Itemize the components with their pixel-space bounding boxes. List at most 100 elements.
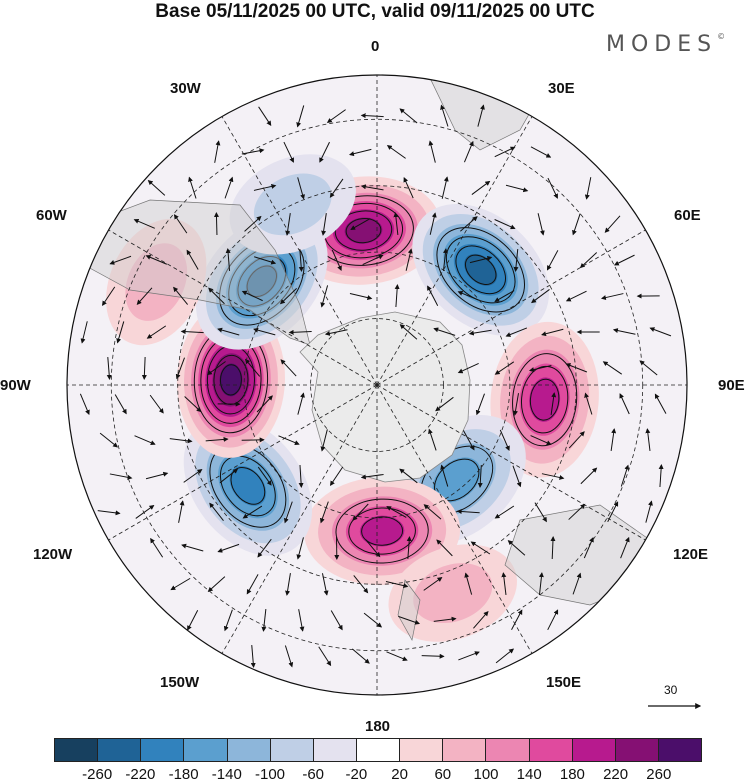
colorbar-swatch [227, 739, 271, 761]
colorbar-swatch [572, 739, 616, 761]
wind-vector [296, 105, 305, 128]
wind-vector [205, 436, 229, 442]
wind-vector [253, 327, 276, 336]
wind-vector [146, 325, 167, 339]
wind-vector [134, 435, 156, 446]
wind-vector [351, 648, 370, 664]
wind-vector [423, 504, 442, 520]
wind-vector [534, 502, 547, 523]
anomaly-contour-line [529, 378, 560, 421]
wind-vector [246, 574, 259, 595]
wind-vector [572, 572, 582, 595]
wind-vector [285, 573, 291, 596]
wind-vector [320, 285, 329, 308]
anomaly-contour-fill [219, 363, 243, 397]
wind-vector [223, 609, 233, 632]
wind-vector [403, 177, 414, 199]
colorbar-tick-label: 220 [603, 766, 629, 783]
lon-label-30w: 30W [170, 80, 201, 97]
colorbar-tick-label: 180 [559, 766, 585, 783]
wind-vector [620, 536, 630, 559]
wind-vector [150, 537, 164, 558]
colorbar-tick-label: -60 [302, 766, 325, 783]
anomaly-contour-fill [245, 264, 278, 298]
colorbar-swatch [615, 739, 659, 761]
wind-vector [530, 435, 552, 446]
wind-vector [513, 393, 520, 416]
wind-vector [241, 290, 263, 302]
wind-vector [242, 505, 263, 519]
anomaly-contour-line [237, 256, 287, 307]
wind-vector [319, 141, 330, 163]
colorbar-tick-label: 20 [391, 766, 408, 783]
wind-vector [619, 393, 630, 415]
wind-vector [612, 328, 636, 335]
wind-vector [458, 651, 480, 661]
wind-vector [442, 248, 448, 271]
colorbar-tick-label: -220 [125, 766, 156, 783]
colorbar-swatch [313, 739, 357, 761]
wind-vector [584, 177, 592, 200]
wind-vector [145, 471, 169, 480]
wind-vector [241, 148, 265, 155]
anomaly-contour-line [335, 498, 429, 564]
wind-vector [326, 109, 346, 123]
wind-vector [565, 363, 588, 373]
wind-vector [254, 256, 277, 265]
wind-vector [471, 180, 491, 195]
wind-vector [349, 148, 372, 157]
wind-vector [463, 140, 474, 163]
wind-vector [406, 536, 412, 560]
wind-vector [462, 430, 475, 451]
wind-vector [213, 212, 219, 236]
wind-vector [470, 541, 491, 555]
wind-vector [331, 249, 342, 271]
wind-vector [136, 287, 153, 305]
wind-vector [349, 293, 373, 301]
reference-vector-label: 30 [664, 683, 678, 697]
wind-vector [285, 213, 291, 236]
colorbar-swatch [529, 739, 573, 761]
wind-vector [399, 468, 418, 484]
colorbar-swatch [658, 739, 702, 761]
wind-vector [135, 504, 155, 519]
wind-vector [253, 184, 277, 191]
wind-vector [173, 214, 188, 234]
graticule [67, 75, 687, 695]
wind-vector [186, 249, 199, 270]
wind-vector [613, 254, 635, 266]
wind-vector [116, 321, 125, 344]
wind-vector [507, 540, 526, 556]
colorbar-swatch [141, 739, 185, 761]
meridian-line [108, 384, 378, 541]
wind-vector [188, 176, 197, 199]
wind-vector [537, 213, 545, 236]
lon-label-30e: 30E [548, 80, 575, 97]
wind-vector [602, 361, 623, 375]
wind-vector [258, 106, 272, 127]
wind-vector [513, 249, 519, 272]
colorbar-tick-label: -180 [168, 766, 199, 783]
wind-vector [610, 428, 617, 451]
wind-vector [170, 577, 191, 591]
wind-vector [329, 466, 344, 486]
wind-vector [147, 179, 166, 196]
wind-vector [284, 645, 294, 668]
wind-vector [352, 503, 369, 521]
meridian-line [221, 116, 378, 386]
anomaly-contour-fill [359, 515, 405, 547]
wind-vector [175, 357, 185, 380]
wind-vector [261, 609, 267, 632]
wind-vector [495, 648, 515, 664]
lon-label-150e: 150E [546, 674, 582, 691]
colorbar-swatch [443, 739, 487, 761]
lon-label-60e: 60E [674, 207, 701, 224]
wind-vector [298, 248, 304, 272]
wind-vector [329, 178, 344, 198]
wind-vector [350, 218, 371, 230]
wind-vector [280, 359, 297, 377]
meridian-line [376, 229, 646, 386]
wind-vector [464, 572, 473, 595]
wind-vector [288, 329, 312, 335]
new-zealand-land [397, 579, 421, 641]
